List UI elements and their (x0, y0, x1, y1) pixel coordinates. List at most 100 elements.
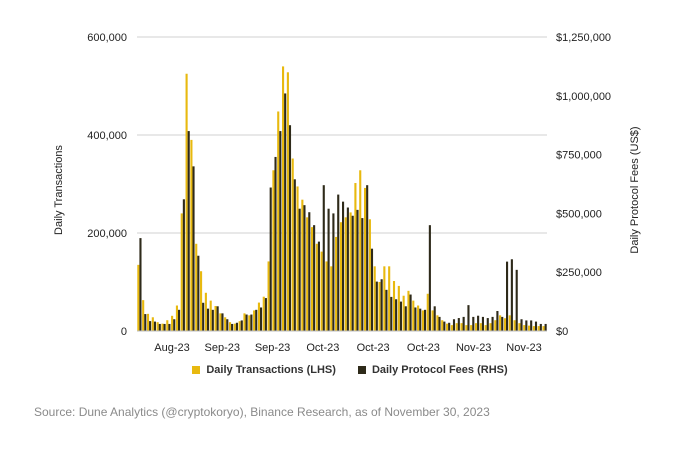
transactions-bar (175, 305, 178, 331)
transactions-bar (499, 315, 502, 331)
right-axis-title: Daily Protocol Fees (US$) (629, 126, 641, 253)
transactions-bar (204, 292, 207, 331)
fees-bar (443, 321, 446, 331)
x-tick-label: Sep-23 (205, 342, 240, 354)
transactions-bar (407, 290, 410, 331)
transactions-bar (267, 261, 270, 331)
fees-bar (515, 269, 518, 331)
transactions-bar (151, 317, 154, 331)
fees-bar (496, 311, 499, 331)
fees-bar (534, 321, 538, 331)
fees-bar (428, 225, 431, 331)
transactions-bar (479, 323, 482, 331)
transactions-bar (228, 322, 232, 331)
fees-bar (240, 320, 243, 331)
transactions-bar (272, 170, 275, 331)
fees-bar (520, 319, 523, 331)
transactions-bar (257, 302, 260, 331)
transactions-bar (383, 266, 386, 331)
fees-bar (153, 321, 156, 331)
left-tick-label: 400,000 (87, 130, 127, 142)
transactions-bar (392, 281, 396, 331)
right-tick-label: $250,000 (556, 267, 602, 279)
fees-bar (264, 298, 267, 331)
fees-bar (346, 207, 349, 331)
transactions-bar (474, 323, 478, 331)
fees-bar (308, 212, 311, 331)
fees-bar (149, 321, 152, 331)
fees-bar (370, 248, 374, 331)
fees-bar (501, 316, 504, 331)
right-tick-label: $500,000 (556, 208, 602, 220)
fees-bar (182, 199, 185, 331)
transactions-bar (484, 325, 487, 331)
transactions-bar (465, 325, 468, 331)
fees-bar (313, 225, 316, 331)
fees-bar (477, 315, 480, 331)
fees-bar (187, 131, 190, 331)
transactions-bar (494, 320, 497, 331)
fees-bar (342, 201, 345, 331)
x-tick-label: Sep-23 (255, 342, 290, 354)
transactions-bar (248, 315, 251, 331)
fees-bar (399, 301, 402, 331)
left-axis-title: Daily Transactions (53, 145, 65, 235)
right-tick-label: $750,000 (556, 150, 602, 162)
transactions-bar (388, 266, 391, 331)
fees-bar (327, 208, 330, 331)
right-tick-label: $0 (556, 326, 568, 338)
transactions-bar (426, 293, 429, 331)
fees-bar (525, 320, 528, 331)
fees-bar (448, 322, 451, 331)
fees-bar (178, 309, 181, 331)
transactions-bar (523, 325, 526, 331)
fees-bar (293, 179, 296, 331)
transactions-bar (214, 306, 217, 331)
fees-bar (539, 323, 542, 331)
transactions-bar (450, 325, 453, 331)
fees-bar (255, 309, 258, 331)
transactions-bar (354, 183, 357, 331)
fees-bar (506, 261, 509, 331)
transactions-bar (190, 139, 193, 331)
transactions-bar (373, 266, 376, 331)
fees-bar (472, 316, 475, 331)
transactions-bar (156, 322, 159, 331)
transactions-bar (180, 213, 183, 331)
fees-bar (452, 319, 456, 331)
transactions-bar (397, 285, 400, 331)
fees-bar (385, 289, 388, 331)
transactions-bar (431, 310, 434, 331)
transactions-bar (301, 199, 304, 331)
fees-bar (173, 319, 176, 331)
transactions-bar (296, 186, 299, 331)
fees-bar (211, 309, 214, 331)
transactions-bar (446, 323, 449, 331)
fees-bar (168, 323, 171, 331)
fees-bar (433, 306, 436, 331)
transactions-bar (286, 72, 289, 331)
transactions-bar (368, 219, 371, 331)
fees-bar (380, 279, 383, 331)
left-tick-label: 600,000 (87, 32, 127, 44)
transactions-bar (528, 325, 531, 331)
transactions-bar (402, 295, 405, 331)
transactions-bar (161, 323, 164, 331)
transactions-bar (441, 320, 444, 331)
fees-bar (192, 166, 195, 331)
fees-bar (235, 322, 238, 331)
x-tick-label: Oct-23 (306, 342, 339, 354)
fees-bar (303, 205, 306, 331)
transactions-bar (421, 310, 424, 331)
x-tick-label: Nov-23 (506, 342, 541, 354)
fees-bar (322, 185, 325, 331)
transactions-bar (503, 318, 506, 331)
transactions-bar (378, 282, 381, 331)
fees-bar (510, 259, 513, 331)
legend-swatch-fees (357, 366, 366, 374)
fees-bar (226, 319, 229, 331)
fees-bar (206, 308, 210, 331)
fees-bar (144, 314, 147, 331)
fees-bar (158, 323, 161, 331)
fees-bar (288, 125, 292, 331)
